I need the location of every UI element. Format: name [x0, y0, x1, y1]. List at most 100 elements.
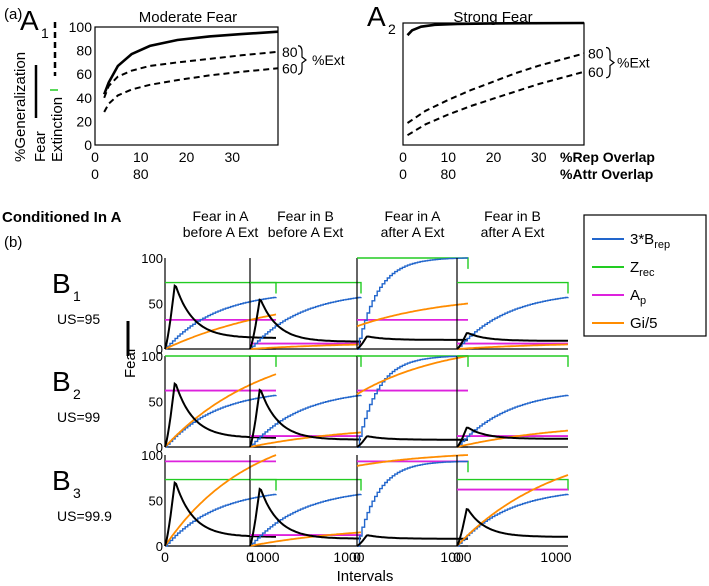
- b-panel-r3c1-ytick: 100: [141, 448, 163, 463]
- b-panel-r2c1-zrec-line: [165, 355, 277, 367]
- b-row-label-3: B: [52, 465, 71, 496]
- b-panel-r1c2: [249, 258, 362, 350]
- b-row-us-2: US=99: [57, 409, 100, 425]
- b-legend-sub-0: rep: [654, 239, 670, 251]
- b-panel-r1c3-gi-line: [356, 302, 469, 328]
- b-panel-r2c3-fear-line: [356, 435, 468, 448]
- b-panel-r3c3-gi-line: [356, 454, 469, 467]
- b-row-us-1: US=95: [57, 311, 100, 327]
- b-panel-r3c3-brep-line: [357, 460, 468, 547]
- b-panel-r1c2-zrec-line: [250, 281, 362, 294]
- b-row-sub-3: 3: [73, 485, 81, 501]
- a1-ytick-label: 40: [76, 90, 92, 106]
- b-panel-r1c2-brep-line: [250, 296, 362, 350]
- a2-panel-label: A: [367, 1, 386, 32]
- a2-xtick-rep: 0: [399, 149, 407, 165]
- b-row-sub-2: 2: [73, 386, 81, 402]
- a1-xtick-rep: 0: [91, 149, 99, 165]
- b-panel-r3c4: 0 1000: [453, 455, 572, 565]
- b-panel-r2c4-zrec-line: [457, 355, 569, 367]
- a1-ext-bracket: [297, 45, 307, 75]
- b-panel-r1c3-fear-line: [356, 335, 468, 350]
- b-legend-sub-2: p: [640, 295, 646, 307]
- a1-series-label: 60: [282, 60, 298, 76]
- b-panel-r1c4-zrec-line: [457, 281, 569, 294]
- b-panel-r3c1-ytick: 50: [149, 494, 163, 509]
- a1-ytick-label: 20: [76, 113, 92, 129]
- b-panel-r2c2-gi-line: [249, 431, 362, 448]
- b-panel-r3c4-brep-line: [457, 493, 569, 547]
- a1-ylabel-fear: Fear: [32, 131, 49, 162]
- a1-ylabel-generalization: %Generalization: [12, 52, 29, 162]
- b-col-title-3-line2: after A Ext: [481, 224, 545, 240]
- label-b: (b): [4, 234, 22, 251]
- b-panel-r1c4-gi-line: [456, 343, 569, 350]
- b-panel-r2c2-fear-line: [249, 388, 361, 448]
- b-panel-r1c1-ytick: 50: [149, 297, 163, 312]
- b-panel-r3c1-xtick-0: 0: [161, 549, 169, 565]
- b-panel-r2c4: [456, 355, 569, 448]
- b-panel-r2c1-ytick: 0: [156, 440, 163, 455]
- b-panel-r1c1: 0 50 100: [141, 251, 277, 357]
- b-panel-r3c2-xtick-0: 0: [246, 549, 254, 565]
- b-panel-r2c2-zrec-line: [250, 355, 362, 367]
- a1-xtick-rep: 20: [179, 149, 195, 165]
- a2-plot-frame: [402, 22, 585, 146]
- a2-panel-sub: 2: [388, 21, 396, 37]
- a1-ext-label: %Ext: [312, 52, 345, 68]
- b-row-label-2: B: [52, 366, 71, 397]
- b-panel-r3c3-xtick-0: 0: [353, 549, 361, 565]
- b-panel-r3c4-xtick-1000: 1000: [540, 549, 571, 565]
- b-row-sub-1: 1: [73, 288, 81, 304]
- b-panel-r1c2-gi-line: [249, 343, 362, 350]
- b-panel-r2c2-brep-line: [250, 394, 362, 448]
- b-col-title-2-line1: Fear in A: [384, 208, 441, 224]
- b-panel-r3c1-ytick: 0: [156, 539, 163, 554]
- b-panel-r3c2-gi-line: [249, 531, 361, 547]
- b-panel-r1c1-brep-line: [165, 296, 277, 350]
- b-panel-r3c3: 0 1000: [353, 454, 472, 565]
- a1-panel-label: A: [20, 5, 39, 36]
- a2-ext-bracket: [605, 46, 615, 79]
- b-panel-r1c1-fear-line: [164, 284, 276, 350]
- b-panel-r1c2-fear-line: [249, 298, 361, 350]
- a1-series-extinction-60: [103, 67, 279, 113]
- b-panel-r1c1-ytick: 100: [141, 251, 163, 266]
- b-panel-r3c1-xtick-1000: 1000: [248, 549, 279, 565]
- a2-xtick-rep: 20: [486, 149, 502, 165]
- a1-ytick-label: 0: [84, 137, 92, 153]
- b-panel-r3c3-fear-line: [356, 534, 468, 547]
- b-panel-r2c1-ytick: 100: [141, 349, 163, 364]
- b-panel-r3c1-gi-line: [164, 454, 277, 547]
- a2-title: Strong Fear: [453, 9, 532, 26]
- b-panel-r2c1-fear-line: [164, 381, 276, 448]
- b-panel-r2c4-fear-line: [456, 426, 568, 448]
- a1-plot-frame: [94, 26, 279, 146]
- a2-xtick-rep: 10: [440, 149, 456, 165]
- a2-series-label: 60: [588, 64, 604, 80]
- a2-series-extinction-80: [406, 52, 585, 124]
- b-panel-r3c2-fear-line: [249, 487, 361, 547]
- b-legend-sub-1: rec: [639, 267, 655, 279]
- b-row-us-3: US=99.9: [57, 508, 112, 524]
- b-panel-r2c1-gi-line: [164, 373, 277, 448]
- b-legend-box: [583, 214, 707, 337]
- b-col-title-1-line1: Fear in B: [277, 208, 334, 224]
- a1-ylabel-extinction: Extinction: [49, 97, 66, 162]
- b-panel-r2c4-brep-line: [457, 394, 569, 448]
- b-panel-r1c4-fear-line: [456, 332, 568, 350]
- a1-xtick-attr: 0: [91, 166, 99, 182]
- a2-attr-overlap-label: %Attr Overlap: [560, 166, 653, 182]
- b-legend-label-3: Gi/5: [630, 315, 658, 332]
- b-panel-r3c4-xtick-0: 0: [453, 549, 461, 565]
- a1-series-fear: [102, 30, 279, 95]
- a1-xtick-attr: 80: [133, 166, 149, 182]
- a1-series-label: 80: [282, 44, 298, 60]
- a2-xtick-rep: 30: [531, 149, 547, 165]
- a1-xtick-rep: 30: [224, 149, 240, 165]
- a1-panel-sub: 1: [41, 25, 49, 41]
- a2-xtick-attr: 80: [440, 166, 456, 182]
- b-panel-r1c3-brep-line: [357, 257, 468, 350]
